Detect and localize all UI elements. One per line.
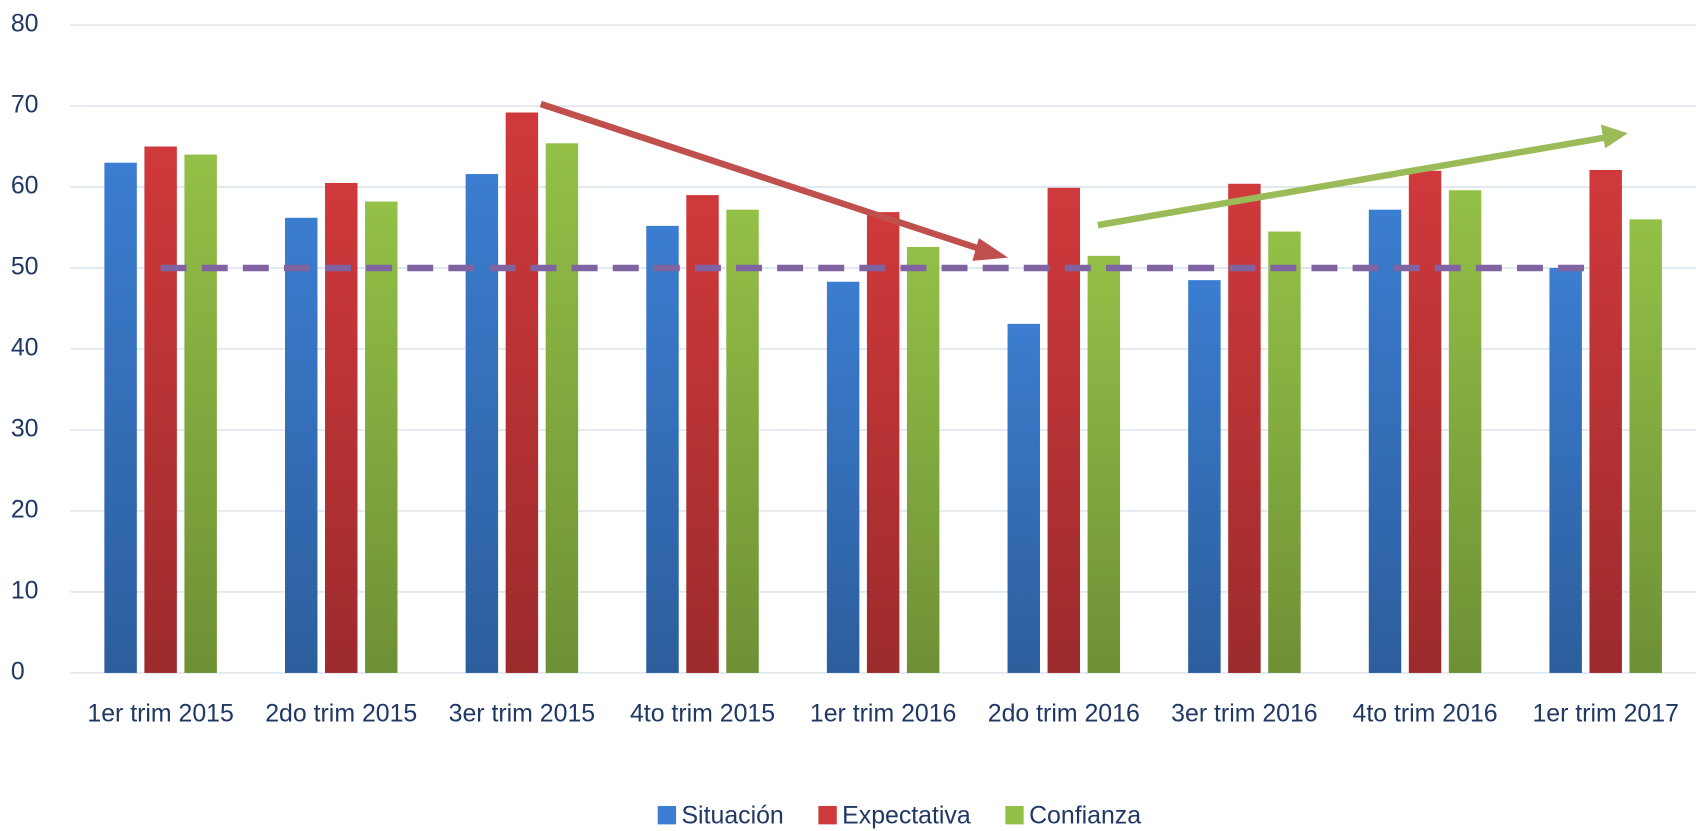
bar-shade [1368, 209, 1402, 673]
legend-label: Situación [681, 801, 783, 829]
x-tick-label: 1er trim 2015 [87, 700, 233, 728]
bar-shade [104, 162, 137, 673]
y-tick-label: 20 [11, 496, 39, 524]
y-tick-label: 0 [11, 657, 25, 685]
legend-swatch [818, 805, 837, 825]
bar-shade [184, 154, 217, 673]
bar-shade [646, 225, 679, 673]
bar-shade [465, 174, 499, 673]
bar-shade [545, 143, 579, 673]
trend-arrows [539, 100, 1628, 261]
bar-shade [1629, 219, 1662, 673]
arrow-head [1600, 124, 1628, 149]
bar-shade [285, 217, 318, 673]
bar-shade [325, 182, 358, 673]
x-tick-label: 3er trim 2015 [449, 700, 595, 728]
arrow-head [972, 238, 1009, 261]
bar-shade [1408, 170, 1442, 673]
legend-label: Confianza [1029, 801, 1141, 829]
legend-swatch [657, 805, 677, 825]
bar-shade [505, 112, 539, 673]
bar-shade [1268, 231, 1301, 673]
bar-shade [1188, 280, 1221, 673]
bar-shade [1087, 255, 1121, 673]
x-tick-label: 1er trim 2017 [1532, 700, 1678, 728]
bar-shade [144, 146, 177, 673]
legend-swatch [1005, 805, 1024, 825]
arrow-down [539, 100, 988, 255]
bar-shade [365, 201, 398, 673]
labels: 0 10 20 30 40 50 60 70 80 1er trim 2015 2do trim 2… [11, 10, 1679, 830]
legend-label: Expectativa [842, 801, 971, 829]
x-tick-label: 2do trim 2015 [265, 700, 417, 728]
bar-shade [1047, 187, 1081, 673]
arrow-up [1097, 134, 1606, 229]
bar-shade [1589, 169, 1622, 673]
y-tick-label: 70 [11, 91, 39, 119]
y-tick-label: 40 [11, 334, 39, 362]
x-tick-label: 1er trim 2016 [810, 700, 956, 728]
x-tick-label: 4to trim 2016 [1353, 700, 1498, 728]
bar-shade [726, 209, 759, 673]
y-tick-label: 80 [11, 10, 39, 38]
x-tick-label: 2do trim 2016 [988, 700, 1140, 728]
bar-shade [866, 212, 900, 673]
bar-shade [1228, 183, 1261, 673]
bar-shade [686, 195, 719, 673]
x-tick-label: 4to trim 2015 [630, 700, 775, 728]
legend: Situación Expectativa Confianza [657, 801, 1141, 829]
bar-shade [1549, 267, 1582, 673]
bar-shade [1448, 190, 1482, 673]
y-tick-label: 50 [11, 253, 39, 281]
bars [104, 112, 1662, 673]
y-tick-label: 30 [11, 415, 39, 443]
y-tick-label: 60 [11, 172, 39, 200]
bar-shade [1007, 323, 1040, 673]
bar-shade [906, 246, 940, 673]
bar-shade [826, 281, 860, 673]
y-tick-label: 10 [11, 577, 39, 605]
x-tick-label: 3er trim 2016 [1171, 700, 1317, 728]
